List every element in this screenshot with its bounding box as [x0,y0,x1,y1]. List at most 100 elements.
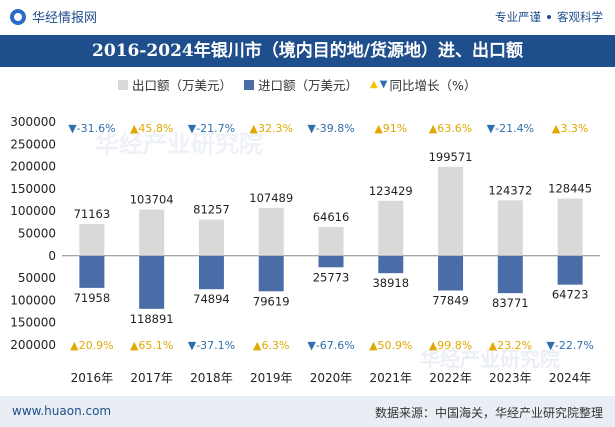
y-tick-label: 200000 [10,160,56,174]
dot-separator-icon [547,15,551,19]
import-growth-label: ▲65.1% [130,339,173,352]
import-value-label: 83771 [492,296,529,310]
y-tick-label: 100000 [10,293,56,307]
x-tick-label: 2016年 [71,371,114,385]
export-growth-label: ▲32.3% [250,122,293,135]
x-tick-label: 2019年 [250,371,293,385]
export-value-label: 124372 [488,183,532,197]
brand-name: 华经情报网 [32,11,98,26]
export-bar [258,207,284,256]
x-tick-label: 2020年 [310,371,353,385]
y-tick-label: 0 [48,249,56,263]
import-bar [497,255,523,294]
bar-chart: 华经产业研究院 华经产业研究院 300000 250000 200000 150000… [10,115,600,385]
import-growth-label: ▲99.8% [429,339,472,352]
import-growth-label: ▼-37.1% [188,339,235,352]
import-bar [79,255,105,288]
footer: www.huaon.com 数据来源：中国海关，华经产业研究院整理 [0,396,615,427]
x-tick-label: 2022年 [429,371,472,385]
x-tick-label: 2023年 [489,371,532,385]
watermark-text: 华经产业研究院 [95,130,263,158]
import-growth-label: ▲20.9% [70,339,113,352]
export-growth-label: ▲91% [374,122,407,135]
import-bar [258,255,284,292]
export-bar [198,219,224,256]
export-value-label: 128445 [548,182,592,196]
export-value-label: 64616 [313,210,350,224]
legend-yoy: ▲ ▼ 同比增长（%） [370,75,476,94]
export-value-label: 103704 [130,193,174,207]
legend-export-swatch [118,79,128,90]
y-tick-label: 100000 [10,204,56,218]
import-value-label: 38918 [372,276,409,290]
import-growth-label: ▲6.3% [253,339,289,352]
export-bar [79,224,105,256]
watermark-text-lower: 华经产业研究院 [420,347,560,371]
import-value-label: 64723 [552,288,589,302]
y-tick-label: 300000 [10,115,56,129]
slogan-tag-2: 客观科学 [557,10,603,24]
import-value-label: 118891 [130,312,174,326]
export-value-label: 107489 [249,191,293,205]
slogan-tag-1: 专业严谨 [495,10,541,24]
y-tick-label: 250000 [10,137,56,151]
export-value-label: 81257 [193,203,230,217]
export-growth-label: ▼-31.6% [68,122,115,135]
y-tick-label: 50000 [18,227,56,241]
import-bar [438,255,464,291]
legend-export: 出口额（万美元） [118,75,232,94]
export-bar [438,166,464,256]
export-bar [497,200,523,256]
data-source: 数据来源：中国海关，华经产业研究院整理 [374,406,603,420]
x-tick-label: 2018年 [190,371,233,385]
export-growth-label: ▼-21.7% [188,122,235,135]
import-growth-label: ▲23.2% [489,339,532,352]
import-value-label: 79619 [253,294,290,308]
import-value-label: 74894 [193,292,230,306]
export-growth-label: ▲45.8% [130,122,173,135]
import-growth-label: ▼-22.7% [546,339,593,352]
footer-site-link[interactable]: www.huaon.com [12,404,112,418]
import-bar [378,255,404,274]
export-growth-label: ▲3.3% [552,122,588,135]
export-bar [318,226,344,256]
x-tick-label: 2024年 [549,371,592,385]
legend-import-label: 进口额（万美元） [258,78,359,93]
legend-import: 进口额（万美元） [244,75,358,94]
chart-title: 2016-2024年银川市（境内目的地/货源地）进、出口额 [0,35,615,67]
top-bar: 华经情报网 专业严谨 客观科学 [0,0,615,36]
export-growth-label: ▲63.6% [429,122,472,135]
y-tick-label: 150000 [10,182,56,196]
export-bar [139,209,165,256]
legend-import-swatch [244,79,255,90]
import-value-label: 25773 [313,270,350,284]
brand[interactable]: 华经情报网 [10,7,97,26]
export-growth-label: ▼-21.4% [487,122,534,135]
export-bar [378,200,404,256]
export-bar [557,198,583,256]
chart-legend: 出口额（万美元） 进口额（万美元） ▲ ▼ 同比增长（%） [118,75,488,94]
y-tick-label: 150000 [10,316,56,330]
import-bar [318,255,344,268]
x-tick-label: 2017年 [130,371,173,385]
legend-export-label: 出口额（万美元） [132,78,233,93]
import-growth-label: ▲50.9% [369,339,412,352]
import-value-label: 77849 [432,294,469,308]
x-tick-label: 2021年 [370,371,413,385]
import-bar [198,255,224,290]
slogan: 专业严谨 客观科学 [495,9,603,25]
import-bar [139,255,165,309]
huajing-logo-icon [10,8,26,25]
export-growth-label: ▼-39.8% [307,122,354,135]
y-tick-label: 200000 [10,338,56,352]
import-growth-label: ▼-67.6% [307,339,354,352]
y-tick-label: 50000 [18,271,56,285]
legend-yoy-label: 同比增长（%） [389,78,477,93]
import-bar [557,255,583,285]
export-value-label: 71163 [74,207,111,221]
import-value-label: 71958 [74,291,111,305]
export-value-label: 123429 [369,184,413,198]
triangle-up-icon: ▲ [370,79,378,90]
triangle-down-icon: ▼ [379,79,388,90]
export-value-label: 199571 [429,150,473,164]
